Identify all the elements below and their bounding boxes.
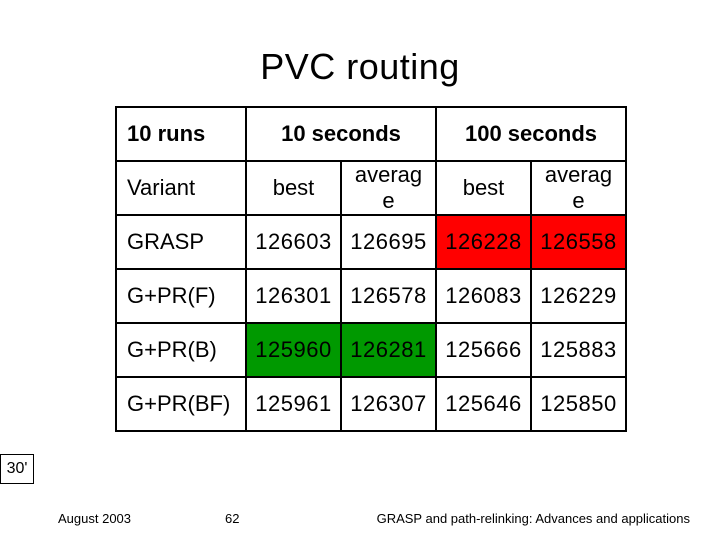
table-header-row-2: Variant best averag e best averag e (116, 161, 626, 215)
data-cell: 126083 (436, 269, 531, 323)
data-cell: 126603 (246, 215, 341, 269)
data-cell: 126558 (531, 215, 626, 269)
table-row: G+PR(B) 125960 126281 125666 125883 (116, 323, 626, 377)
data-cell: 126301 (246, 269, 341, 323)
variant-cell: GRASP (116, 215, 246, 269)
page-title: PVC routing (0, 0, 720, 106)
variant-header: Variant (116, 161, 246, 215)
group-header-100s: 100 seconds (436, 107, 626, 161)
runs-header: 10 runs (116, 107, 246, 161)
table-row: G+PR(BF) 125961 126307 125646 125850 (116, 377, 626, 431)
data-cell: 125646 (436, 377, 531, 431)
table-row: GRASP 126603 126695 126228 126558 (116, 215, 626, 269)
variant-cell: G+PR(B) (116, 323, 246, 377)
sub-header: averag e (531, 161, 626, 215)
data-cell: 126307 (341, 377, 436, 431)
data-cell: 125883 (531, 323, 626, 377)
table-header-row-1: 10 runs 10 seconds 100 seconds (116, 107, 626, 161)
data-cell: 125961 (246, 377, 341, 431)
slide: PVC routing 10 runs 10 seconds 100 secon… (0, 0, 720, 540)
results-table: 10 runs 10 seconds 100 seconds Variant b… (115, 106, 625, 432)
data-cell: 125850 (531, 377, 626, 431)
data-cell: 126281 (341, 323, 436, 377)
sub-header: averag e (341, 161, 436, 215)
data-cell: 125666 (436, 323, 531, 377)
sub-header: best (436, 161, 531, 215)
time-badge: 30' (0, 454, 34, 484)
variant-cell: G+PR(F) (116, 269, 246, 323)
footer-page: 62 (225, 511, 239, 526)
table: 10 runs 10 seconds 100 seconds Variant b… (115, 106, 627, 432)
group-header-10s: 10 seconds (246, 107, 436, 161)
sub-header: best (246, 161, 341, 215)
data-cell: 125960 (246, 323, 341, 377)
data-cell: 126578 (341, 269, 436, 323)
variant-cell: G+PR(BF) (116, 377, 246, 431)
footer-context: GRASP and path-relinking: Advances and a… (377, 511, 690, 526)
footer-date: August 2003 (58, 511, 131, 526)
data-cell: 126695 (341, 215, 436, 269)
data-cell: 126228 (436, 215, 531, 269)
table-row: G+PR(F) 126301 126578 126083 126229 (116, 269, 626, 323)
data-cell: 126229 (531, 269, 626, 323)
